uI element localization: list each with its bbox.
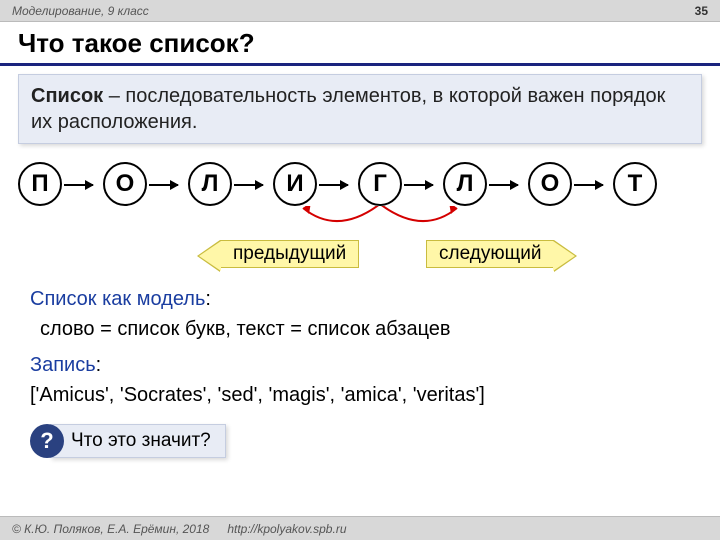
topbar: Моделирование, 9 класс 35 [0, 0, 720, 22]
title-underline [0, 63, 720, 66]
model-text: слово = список букв, текст = список абза… [40, 314, 690, 344]
footer-url: http://kpolyakov.spb.ru [227, 522, 346, 536]
record-text: ['Amicus', 'Socrates', 'sed', 'magis', '… [30, 380, 690, 410]
definition-text: – последовательность элементов, в которо… [31, 85, 665, 133]
list-node: О [103, 162, 147, 206]
prev-tag: предыдущий [220, 240, 359, 268]
list-node: Г [358, 162, 402, 206]
list-arrow [574, 184, 603, 186]
list-node: О [528, 162, 572, 206]
record-heading: Запись [30, 354, 96, 376]
list-node: Т [613, 162, 657, 206]
question-row: ? Что это значит? [30, 424, 690, 458]
definition-box: Список – последовательность элементов, в… [18, 74, 702, 144]
list-node: П [18, 162, 62, 206]
subject-label: Моделирование, 9 класс [12, 4, 149, 18]
list-arrow [149, 184, 178, 186]
list-node: Л [188, 162, 232, 206]
model-heading: Список как модель [30, 288, 205, 310]
body-content: Список как модель: слово = список букв, … [30, 284, 690, 410]
footer: © К.Ю. Поляков, Е.А. Ерёмин, 2018 http:/… [0, 516, 720, 540]
definition-term: Список [31, 85, 103, 107]
list-arrow [234, 184, 263, 186]
list-node: Л [443, 162, 487, 206]
question-icon: ? [30, 424, 64, 458]
list-arrow [489, 184, 518, 186]
list-node: И [273, 162, 317, 206]
list-arrow [319, 184, 348, 186]
linked-list-diagram: ПОЛИГЛОТ [18, 162, 702, 222]
list-arrow [64, 184, 93, 186]
page-number: 35 [695, 4, 708, 18]
page-title: Что такое список? [0, 22, 720, 63]
next-tag: следующий [426, 240, 554, 268]
label-row: предыдущий следующий [18, 226, 702, 276]
copyright: © К.Ю. Поляков, Е.А. Ерёмин, 2018 [12, 522, 209, 536]
question-box: Что это значит? [50, 424, 226, 458]
list-arrow [404, 184, 433, 186]
